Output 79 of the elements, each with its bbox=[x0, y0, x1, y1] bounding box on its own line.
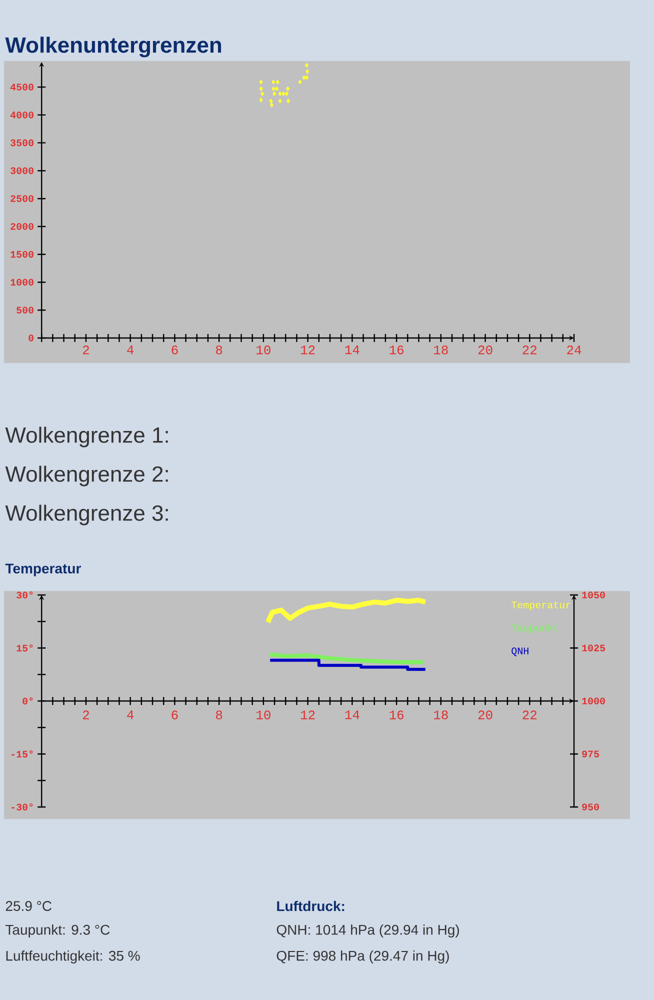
point bbox=[298, 80, 302, 84]
x-tick-label: 2 bbox=[82, 710, 89, 720]
y-tick-label: -15° bbox=[12, 750, 33, 758]
x-tick-label: 6 bbox=[172, 710, 178, 720]
point bbox=[304, 62, 309, 68]
text: Taupunkt: 9.3 °C bbox=[6, 924, 110, 938]
x-tick-label: 22 bbox=[522, 346, 537, 354]
text: Wolkengrenze 1: bbox=[5, 426, 168, 448]
y-tick-label: 0 bbox=[28, 334, 34, 342]
x-tick-label: 16 bbox=[390, 346, 404, 354]
point bbox=[286, 98, 290, 104]
point bbox=[278, 91, 282, 96]
y2-tick-label: 1050 bbox=[582, 592, 605, 598]
point bbox=[302, 75, 306, 80]
x-tick-label: 4 bbox=[127, 710, 134, 720]
text: Luftdruck: bbox=[277, 900, 344, 912]
y-tick-label: 2500 bbox=[10, 195, 34, 202]
point bbox=[286, 86, 290, 92]
x-tick-label: 4 bbox=[127, 346, 134, 354]
chart-title: Wolkenuntergrenzen bbox=[5, 36, 222, 58]
y-tick-label: 3500 bbox=[10, 139, 34, 146]
text: Wolkengrenze 2: bbox=[5, 466, 168, 486]
point bbox=[284, 91, 289, 96]
x-tick-label: 8 bbox=[216, 710, 222, 720]
y-tick-label: 500 bbox=[16, 306, 34, 314]
x-tick-label: 22 bbox=[522, 710, 537, 720]
text: Taupunkt bbox=[512, 624, 558, 634]
point bbox=[259, 80, 263, 84]
point bbox=[259, 98, 263, 102]
x-tick-label: 10 bbox=[256, 710, 270, 720]
x-tick-label: 20 bbox=[478, 346, 492, 354]
y2-tick-label: 975 bbox=[582, 750, 600, 758]
y-tick-label: 3000 bbox=[10, 167, 34, 174]
point bbox=[306, 69, 310, 74]
y-tick-label: 4500 bbox=[10, 84, 34, 90]
y-tick-label: 2000 bbox=[10, 223, 34, 230]
point bbox=[272, 80, 276, 84]
y2-tick-label: 950 bbox=[582, 804, 599, 810]
point bbox=[278, 98, 282, 104]
x-tick-label: 2 bbox=[82, 346, 89, 354]
x-tick-label: 8 bbox=[216, 346, 222, 354]
text: QFE: 998 hPa (29.47 in Hg) bbox=[276, 950, 449, 964]
x-tick-label: 14 bbox=[345, 346, 360, 354]
text: QNH: 1014 hPa (29.94 in Hg) bbox=[276, 924, 459, 938]
point bbox=[272, 91, 276, 96]
point bbox=[276, 80, 280, 84]
point bbox=[274, 86, 279, 92]
text: Temperatur bbox=[512, 602, 570, 610]
x-tick-label: 14 bbox=[345, 710, 360, 720]
point bbox=[282, 91, 286, 96]
text: 25.9 °C bbox=[6, 901, 52, 911]
x-tick-label: 18 bbox=[434, 346, 448, 354]
y-tick-label: 1000 bbox=[10, 278, 34, 286]
x-tick-label: 18 bbox=[434, 710, 448, 720]
point bbox=[272, 86, 276, 92]
text: Luftfeuchtigkeit: 35 % bbox=[6, 950, 140, 964]
x-tick-label: 12 bbox=[300, 710, 315, 720]
point bbox=[304, 75, 309, 80]
x-tick-label: 16 bbox=[390, 710, 404, 720]
point bbox=[259, 86, 263, 92]
y2-tick-label: 1025 bbox=[582, 644, 606, 652]
x-tick-label: 10 bbox=[256, 346, 270, 354]
x-tick-label: 6 bbox=[172, 346, 178, 354]
x-tick-label: 24 bbox=[567, 346, 582, 354]
y-tick-label: 0° bbox=[22, 697, 33, 705]
y-tick-label: 15° bbox=[16, 644, 33, 652]
y-tick-label: 30° bbox=[16, 591, 33, 599]
y2-tick-label: 1000 bbox=[582, 698, 605, 704]
chart-title: Temperatur bbox=[5, 564, 81, 576]
x-tick-label: 20 bbox=[478, 710, 492, 720]
point bbox=[269, 98, 273, 104]
point bbox=[260, 91, 264, 96]
y-tick-label: 4000 bbox=[10, 112, 34, 118]
text: QNH bbox=[512, 648, 528, 656]
y-tick-label: 1500 bbox=[10, 250, 34, 258]
y-tick-label: -30° bbox=[12, 803, 33, 811]
point bbox=[270, 102, 274, 108]
text: Wolkengrenze 3: bbox=[5, 504, 168, 526]
x-tick-label: 12 bbox=[300, 346, 315, 354]
